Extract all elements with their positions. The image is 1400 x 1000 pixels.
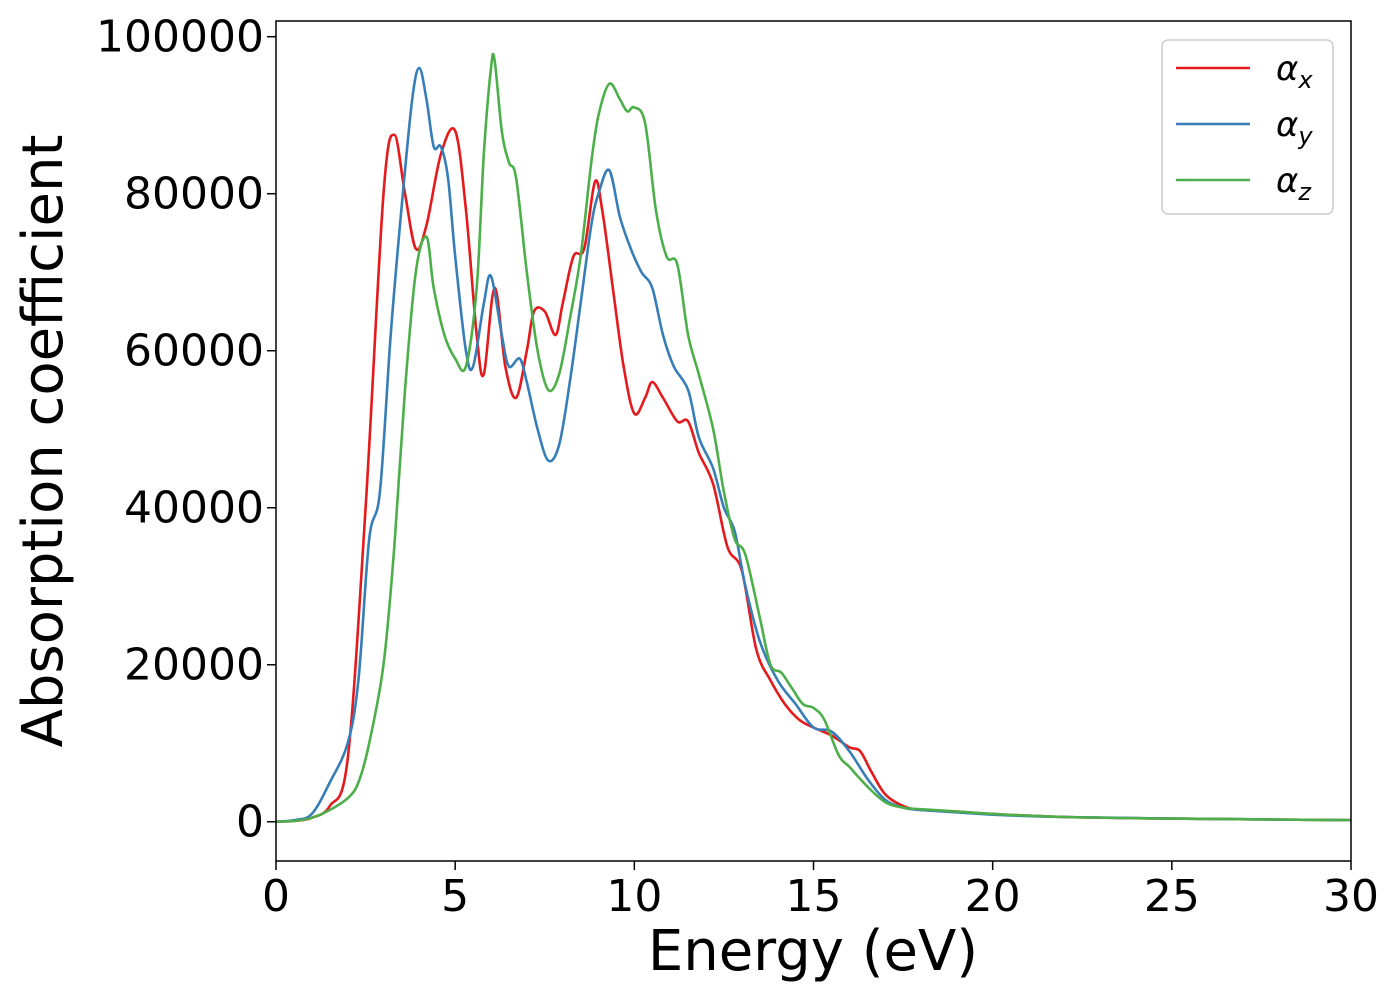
x-tick-label: 25 (1144, 871, 1200, 922)
series-line-y (275, 66, 1352, 823)
series-layer (275, 52, 1352, 823)
x-tick-label: 20 (965, 871, 1021, 922)
series-line-z (275, 52, 1352, 823)
y-tick-label: 100000 (96, 12, 264, 63)
y-tick-label: 20000 (124, 640, 264, 691)
legend-label-y: αy (1276, 105, 1313, 150)
x-tick-label: 10 (606, 871, 662, 922)
legend-box (1161, 39, 1334, 215)
legend-label-z: αz (1276, 161, 1312, 206)
x-tick-label: 5 (441, 871, 469, 922)
series-line-x (275, 127, 1352, 823)
x-tick-label: 15 (786, 871, 842, 922)
y-tick-label: 80000 (124, 169, 264, 220)
x-tick-label: 0 (262, 871, 290, 922)
x-axis-title: Energy (eV) (648, 919, 978, 984)
y-axis-title: Absorption coefficient (11, 135, 76, 748)
y-tick-label: 40000 (124, 483, 264, 534)
y-tick-label: 60000 (124, 326, 264, 377)
x-axis: 0 5 10 15 20 25 30 (262, 861, 1379, 922)
legend: αx αy αz (1161, 39, 1334, 215)
x-tick-label: 30 (1323, 871, 1379, 922)
y-tick-label: 0 (236, 797, 264, 848)
y-axis: 0 20000 40000 60000 80000 100000 (96, 12, 276, 848)
legend-label-x: αx (1276, 49, 1313, 94)
